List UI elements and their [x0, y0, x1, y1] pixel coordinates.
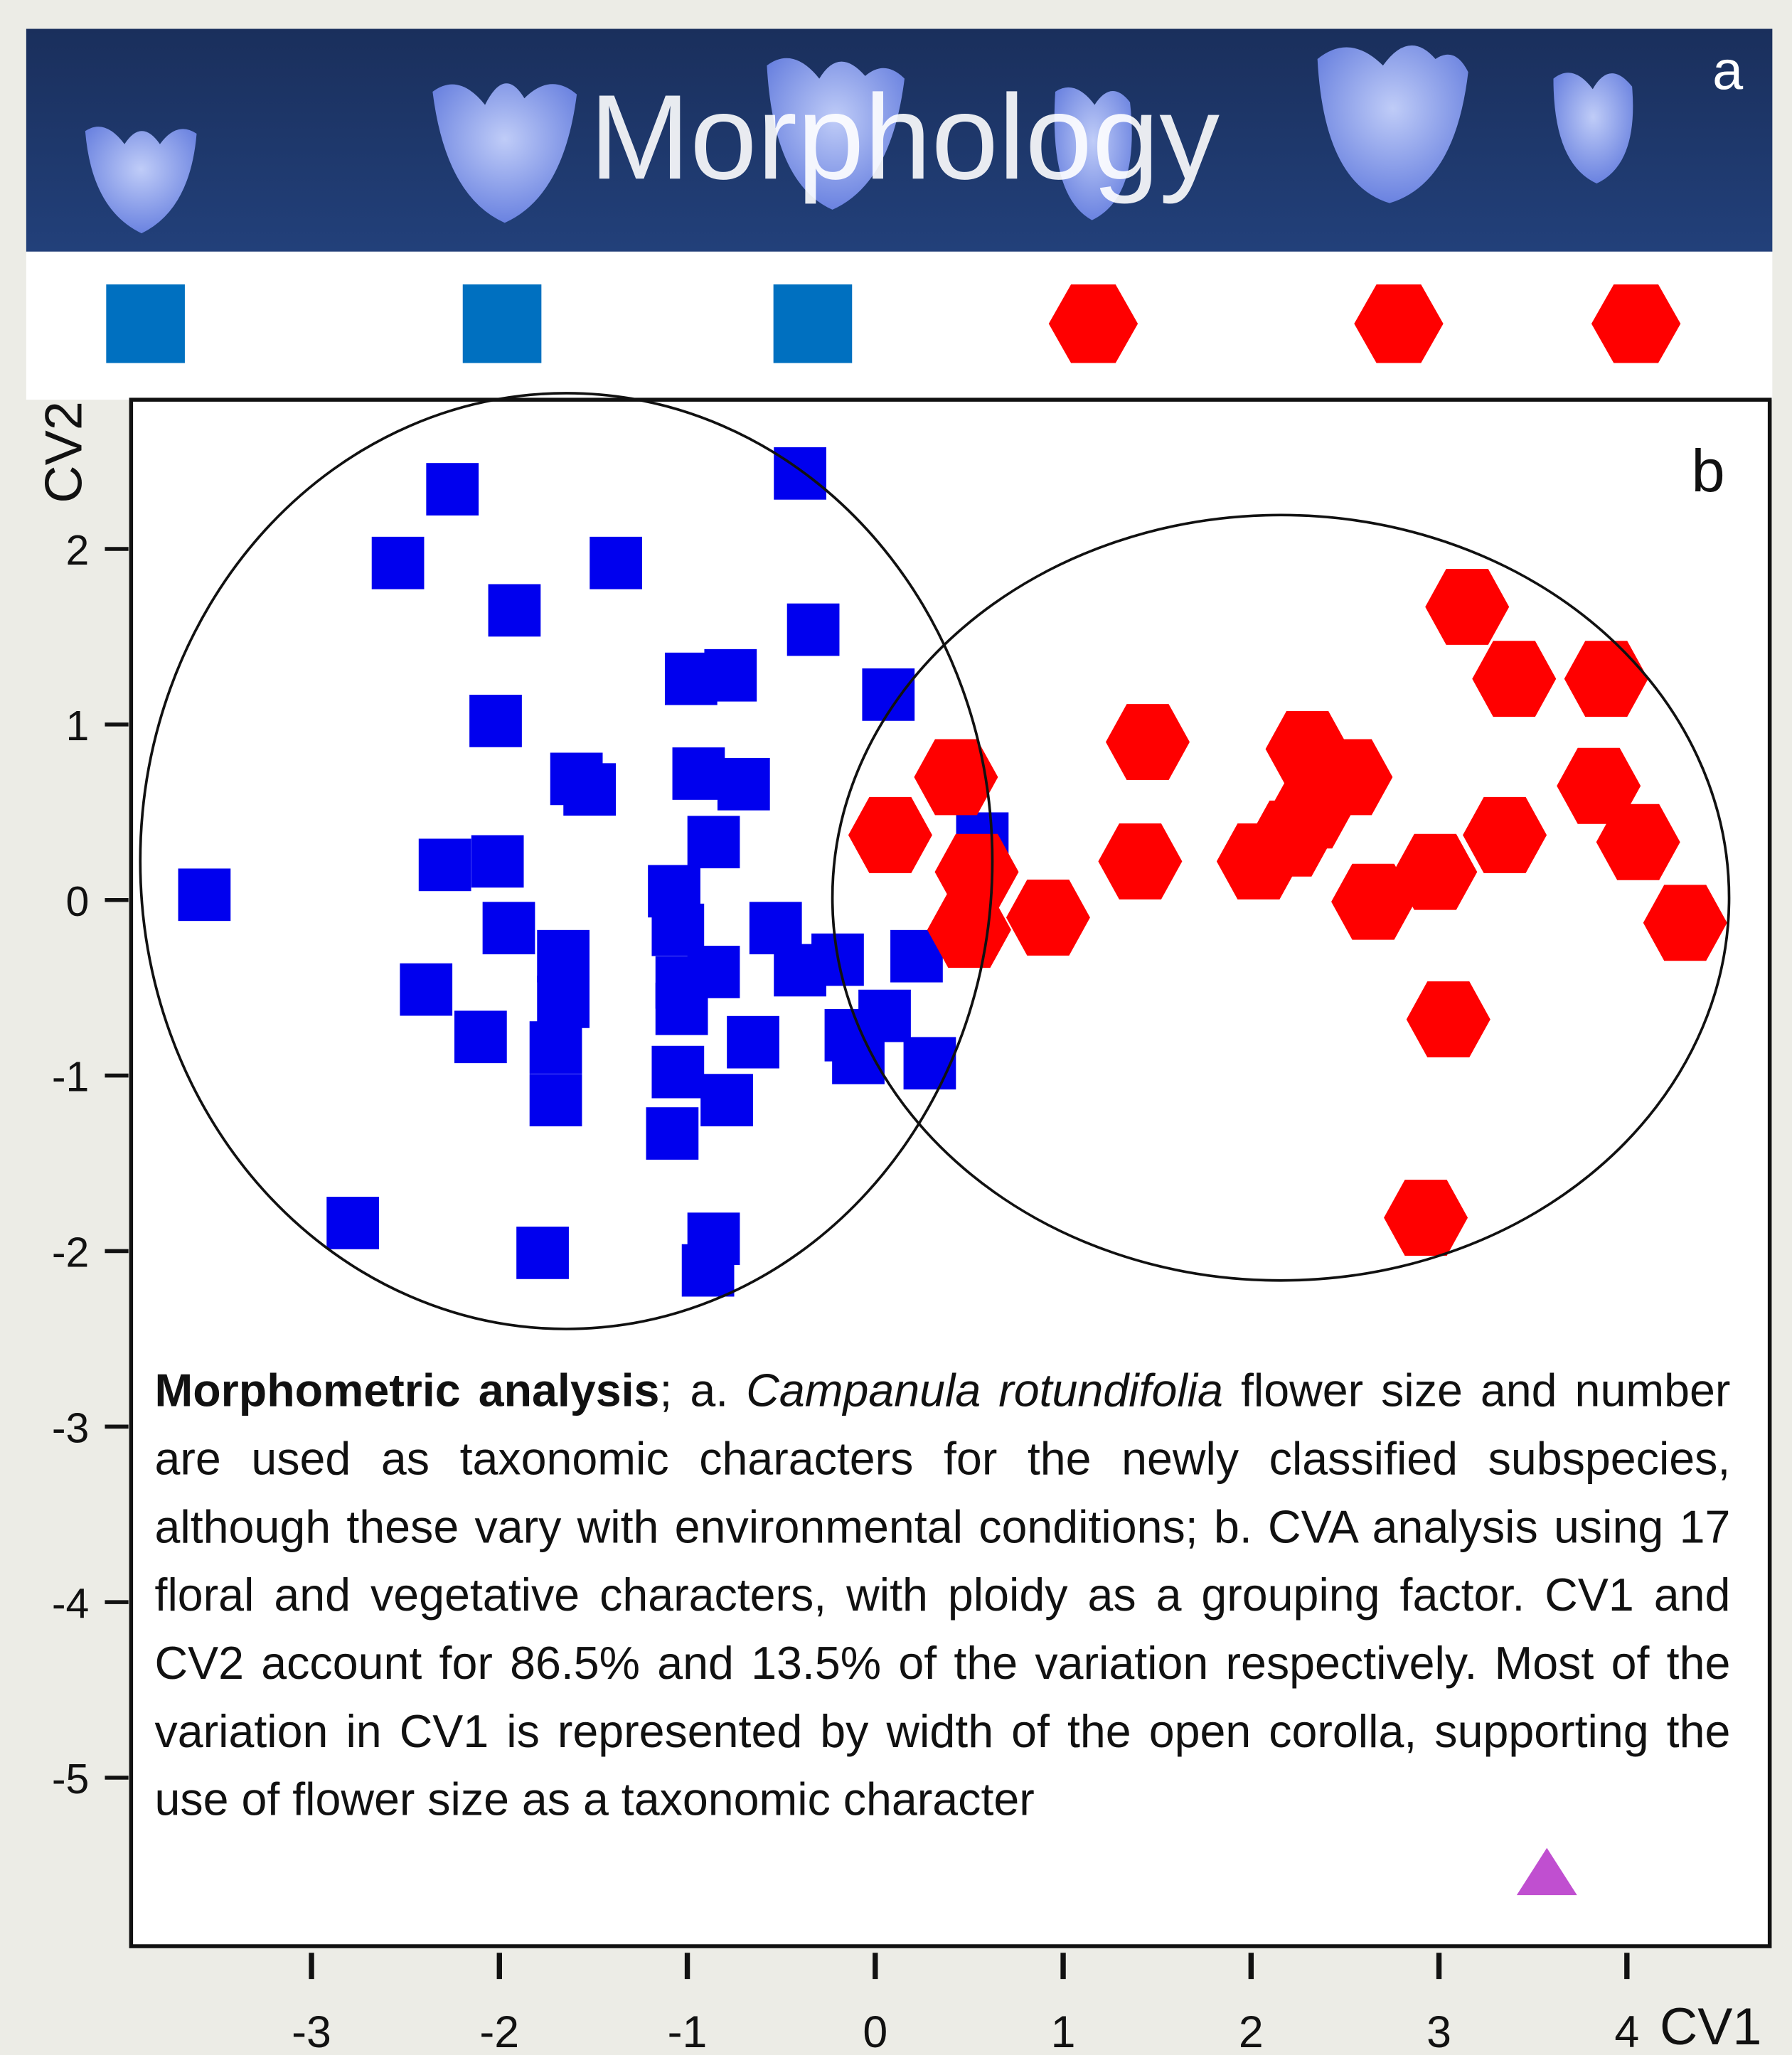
y-tick-label: 0 [66, 879, 90, 925]
point [537, 976, 590, 1028]
point [469, 695, 522, 747]
point [454, 1010, 507, 1063]
point [590, 537, 642, 589]
y-tick-label: -2 [52, 1230, 89, 1276]
point [787, 604, 840, 656]
point [516, 1227, 569, 1279]
point [426, 463, 479, 516]
point [774, 447, 826, 500]
x-tick-label: 0 [863, 2007, 887, 2055]
point [326, 1197, 379, 1249]
y-tick-label: -4 [52, 1581, 89, 1627]
point [718, 758, 770, 811]
caption: Morphometric analysis; a. Campanula rotu… [155, 1357, 1731, 1835]
symbol-strip [26, 252, 1772, 400]
point [471, 836, 524, 888]
point [656, 983, 708, 1035]
y-tick-label: 1 [66, 703, 90, 749]
caption-box: Morphometric analysis; a. Campanula rotu… [155, 1357, 1731, 1908]
point [682, 1244, 735, 1297]
caption-bold: Morphometric analysis [155, 1366, 660, 1417]
point [530, 1074, 582, 1126]
caption-text: flower size and number are used as taxon… [155, 1366, 1731, 1826]
point [530, 1021, 582, 1074]
point [419, 838, 471, 891]
caption-text: ; a. [659, 1366, 746, 1417]
x-tick-label: -1 [668, 2007, 708, 2055]
point [832, 1032, 885, 1084]
y-tick-label: -5 [52, 1756, 89, 1803]
banner-title: Morphology [590, 69, 1220, 204]
y-tick-label: -1 [52, 1055, 89, 1101]
panel-label: b [1691, 437, 1724, 504]
x-tick-label: -2 [479, 2007, 519, 2055]
point [563, 763, 616, 816]
point [704, 649, 757, 702]
y-axis-label: CV2 [33, 401, 92, 503]
x-tick-label: -3 [292, 2007, 331, 2055]
point [489, 585, 541, 637]
x-tick-label: 3 [1426, 2007, 1451, 2055]
point [727, 1016, 779, 1069]
point [646, 1107, 699, 1160]
page: {"chart_data": { "type": "scatter", "tit… [0, 0, 1792, 2055]
y-tick-label: 2 [66, 528, 90, 574]
point [774, 944, 826, 997]
point [400, 964, 452, 1016]
point [651, 1046, 704, 1099]
x-tick-label: 2 [1239, 2007, 1264, 2055]
point [673, 747, 725, 800]
point [483, 902, 535, 954]
x-axis-label: CV1 [1660, 1997, 1761, 2055]
panel-label: a [1712, 40, 1744, 101]
point [700, 1074, 753, 1126]
x-tick-label: 4 [1614, 2007, 1639, 2055]
point [904, 1037, 956, 1089]
figure: Morphology a b CV2 CV1 Morphometric anal… [0, 0, 1792, 2055]
caption-species: Campanula rotundifolia [746, 1366, 1223, 1417]
x-tick-label: 1 [1051, 2007, 1076, 2055]
point [537, 930, 590, 983]
y-tick-label: -3 [52, 1405, 89, 1451]
point [372, 537, 425, 589]
point [688, 816, 740, 868]
point [178, 868, 231, 921]
